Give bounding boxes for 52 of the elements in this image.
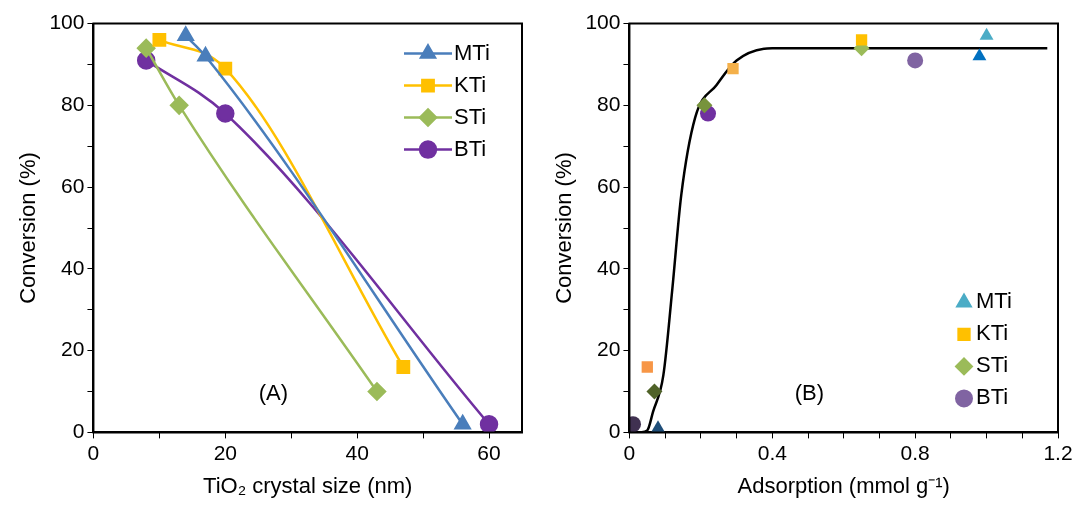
point <box>197 47 214 62</box>
point <box>216 104 235 123</box>
y-axis-title: Conversion (%) <box>551 152 577 304</box>
y-tick-label: 40 <box>597 255 621 279</box>
legend-label: BTi <box>454 135 487 161</box>
x-tick-label: 0.8 <box>900 440 930 464</box>
legend-label: STi <box>976 352 1009 378</box>
annotation: (B) <box>794 380 825 406</box>
point <box>218 61 233 76</box>
point <box>169 96 189 115</box>
legend-label: STi <box>454 103 487 129</box>
point <box>367 382 387 401</box>
point <box>479 414 499 433</box>
legend-label: KTi <box>976 320 1009 346</box>
point <box>454 414 471 430</box>
point <box>396 360 411 374</box>
x-tick-label: 0.4 <box>757 440 788 464</box>
y-tick-label: 60 <box>61 173 85 197</box>
y-tick-label: 100 <box>585 10 621 34</box>
x-tick-label: 60 <box>477 440 501 464</box>
legend-label: BTi <box>976 384 1009 410</box>
point <box>646 383 663 400</box>
point <box>696 97 713 114</box>
point <box>177 26 194 42</box>
point <box>136 38 156 58</box>
legend-label: KTi <box>454 71 487 97</box>
x-axis-title: Adsorption (mmol g⁻¹) <box>737 472 950 498</box>
legend-label: MTi <box>454 39 490 65</box>
x-tick-label: 20 <box>213 440 237 464</box>
point <box>727 62 739 75</box>
y-tick-label: 60 <box>597 173 621 197</box>
y-tick-label: 20 <box>61 337 85 361</box>
y-tick-label: 40 <box>61 255 85 279</box>
x-tick-label: 0 <box>87 440 100 464</box>
x-tick-label: 40 <box>345 440 369 464</box>
y-tick-label: 80 <box>61 92 85 116</box>
y-axis-title: Conversion (%) <box>15 152 41 304</box>
y-tick-label: 20 <box>597 337 621 361</box>
legend-label: MTi <box>976 288 1012 314</box>
y-tick-label: 100 <box>49 10 85 34</box>
annotation: (A) <box>258 380 289 406</box>
x-tick-label: 1.2 <box>1043 440 1073 464</box>
y-tick-label: 80 <box>597 92 621 116</box>
point <box>152 33 167 47</box>
y-tick-label: 0 <box>72 419 85 443</box>
point <box>641 361 653 373</box>
point <box>855 34 868 46</box>
x-tick-label: 0 <box>623 440 636 464</box>
point <box>972 48 987 61</box>
x-axis-title: TiO₂ crystal size (nm) <box>203 472 413 498</box>
y-tick-label: 0 <box>608 419 621 443</box>
point <box>907 52 924 69</box>
